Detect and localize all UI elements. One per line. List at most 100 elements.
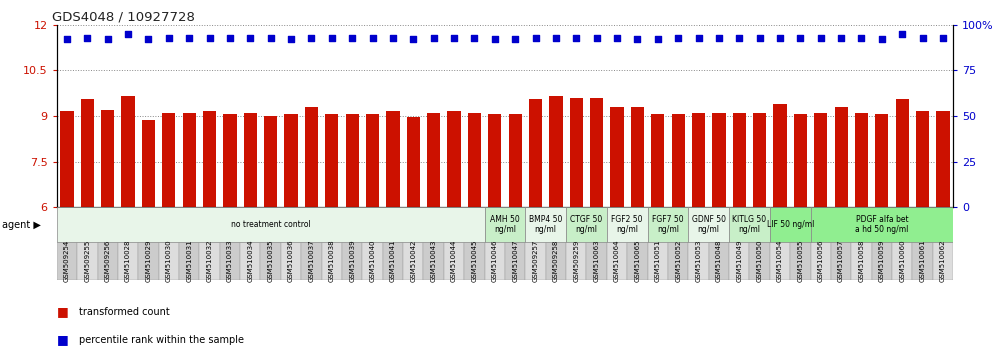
Text: GSM510032: GSM510032 — [206, 240, 212, 282]
Bar — [872, 242, 892, 280]
Text: GSM510041: GSM510041 — [389, 240, 396, 282]
Point — [201, 35, 217, 40]
Bar — [733, 113, 746, 207]
Bar — [325, 114, 339, 207]
Text: GSM510064: GSM510064 — [614, 240, 621, 282]
Text: percentile rank within the sample: percentile rank within the sample — [79, 335, 244, 345]
Bar — [611, 107, 623, 207]
Point — [242, 35, 258, 40]
Point — [425, 35, 441, 40]
Bar — [346, 114, 359, 207]
Text: GSM510057: GSM510057 — [838, 240, 845, 282]
Bar — [770, 242, 790, 280]
Bar — [794, 114, 807, 207]
Bar — [366, 114, 379, 207]
Text: GSM510038: GSM510038 — [329, 239, 335, 282]
Bar — [264, 116, 277, 207]
Bar — [566, 242, 587, 280]
Bar — [790, 242, 811, 280]
Bar — [933, 242, 953, 280]
Bar — [729, 242, 749, 280]
Point — [140, 36, 156, 42]
Text: GSM510051: GSM510051 — [654, 240, 660, 282]
Bar — [892, 242, 912, 280]
Point — [894, 31, 910, 37]
Bar — [852, 242, 872, 280]
Bar — [158, 242, 179, 280]
Text: GSM510065: GSM510065 — [634, 240, 640, 282]
Bar — [162, 113, 175, 207]
Bar — [525, 242, 546, 280]
Bar — [688, 207, 729, 242]
Bar — [57, 207, 485, 242]
Bar — [199, 242, 220, 280]
Text: agent ▶: agent ▶ — [2, 219, 41, 229]
Text: GSM510029: GSM510029 — [145, 240, 151, 282]
Bar — [855, 113, 869, 207]
Text: ■: ■ — [57, 333, 69, 346]
Bar — [182, 113, 196, 207]
Text: GSM510045: GSM510045 — [471, 240, 477, 282]
Point — [569, 35, 585, 40]
Point — [507, 36, 523, 42]
Point — [833, 35, 849, 40]
Text: CTGF 50
ng/ml: CTGF 50 ng/ml — [571, 215, 603, 234]
Bar — [77, 242, 98, 280]
Point — [160, 35, 177, 40]
Text: GSM510056: GSM510056 — [818, 240, 824, 282]
Text: GSM510060: GSM510060 — [899, 239, 905, 282]
Bar — [423, 242, 444, 280]
Bar — [647, 242, 668, 280]
Point — [813, 35, 829, 40]
Bar — [403, 242, 423, 280]
Point — [609, 35, 624, 40]
Bar — [814, 113, 828, 207]
Bar — [488, 114, 501, 207]
Bar — [875, 114, 888, 207]
Bar — [98, 242, 118, 280]
Bar — [485, 207, 525, 242]
Bar — [831, 242, 852, 280]
Bar — [220, 242, 240, 280]
Text: GSM510050: GSM510050 — [757, 240, 763, 282]
Bar — [712, 113, 725, 207]
Bar — [709, 242, 729, 280]
Bar — [240, 242, 261, 280]
Bar — [912, 242, 933, 280]
Bar — [305, 107, 318, 207]
Point — [384, 35, 400, 40]
Bar — [916, 112, 929, 207]
Point — [263, 35, 279, 40]
Point — [181, 35, 197, 40]
Bar — [811, 242, 831, 280]
Text: LIF 50 ng/ml: LIF 50 ng/ml — [767, 220, 814, 229]
Text: transformed count: transformed count — [79, 307, 169, 316]
Point — [711, 35, 727, 40]
Text: GSM510047: GSM510047 — [512, 240, 518, 282]
Bar — [773, 104, 787, 207]
Bar — [753, 113, 766, 207]
Bar — [244, 113, 257, 207]
Point — [283, 36, 299, 42]
Bar — [529, 99, 542, 207]
Text: GSM510030: GSM510030 — [165, 239, 172, 282]
Text: GSM510052: GSM510052 — [675, 240, 681, 282]
Text: GDS4048 / 10927728: GDS4048 / 10927728 — [52, 11, 195, 24]
Bar — [549, 96, 563, 207]
Point — [405, 36, 421, 42]
Point — [100, 36, 116, 42]
Bar — [464, 242, 485, 280]
Bar — [627, 242, 647, 280]
Bar — [647, 207, 688, 242]
Point — [793, 35, 809, 40]
Point — [345, 35, 361, 40]
Bar — [546, 242, 566, 280]
Point — [365, 35, 380, 40]
Bar — [668, 242, 688, 280]
Text: GSM510040: GSM510040 — [370, 240, 375, 282]
Point — [854, 35, 870, 40]
Text: AMH 50
ng/ml: AMH 50 ng/ml — [490, 215, 520, 234]
Text: GSM510035: GSM510035 — [268, 240, 274, 282]
Text: GSM510034: GSM510034 — [247, 240, 253, 282]
Point — [304, 35, 320, 40]
